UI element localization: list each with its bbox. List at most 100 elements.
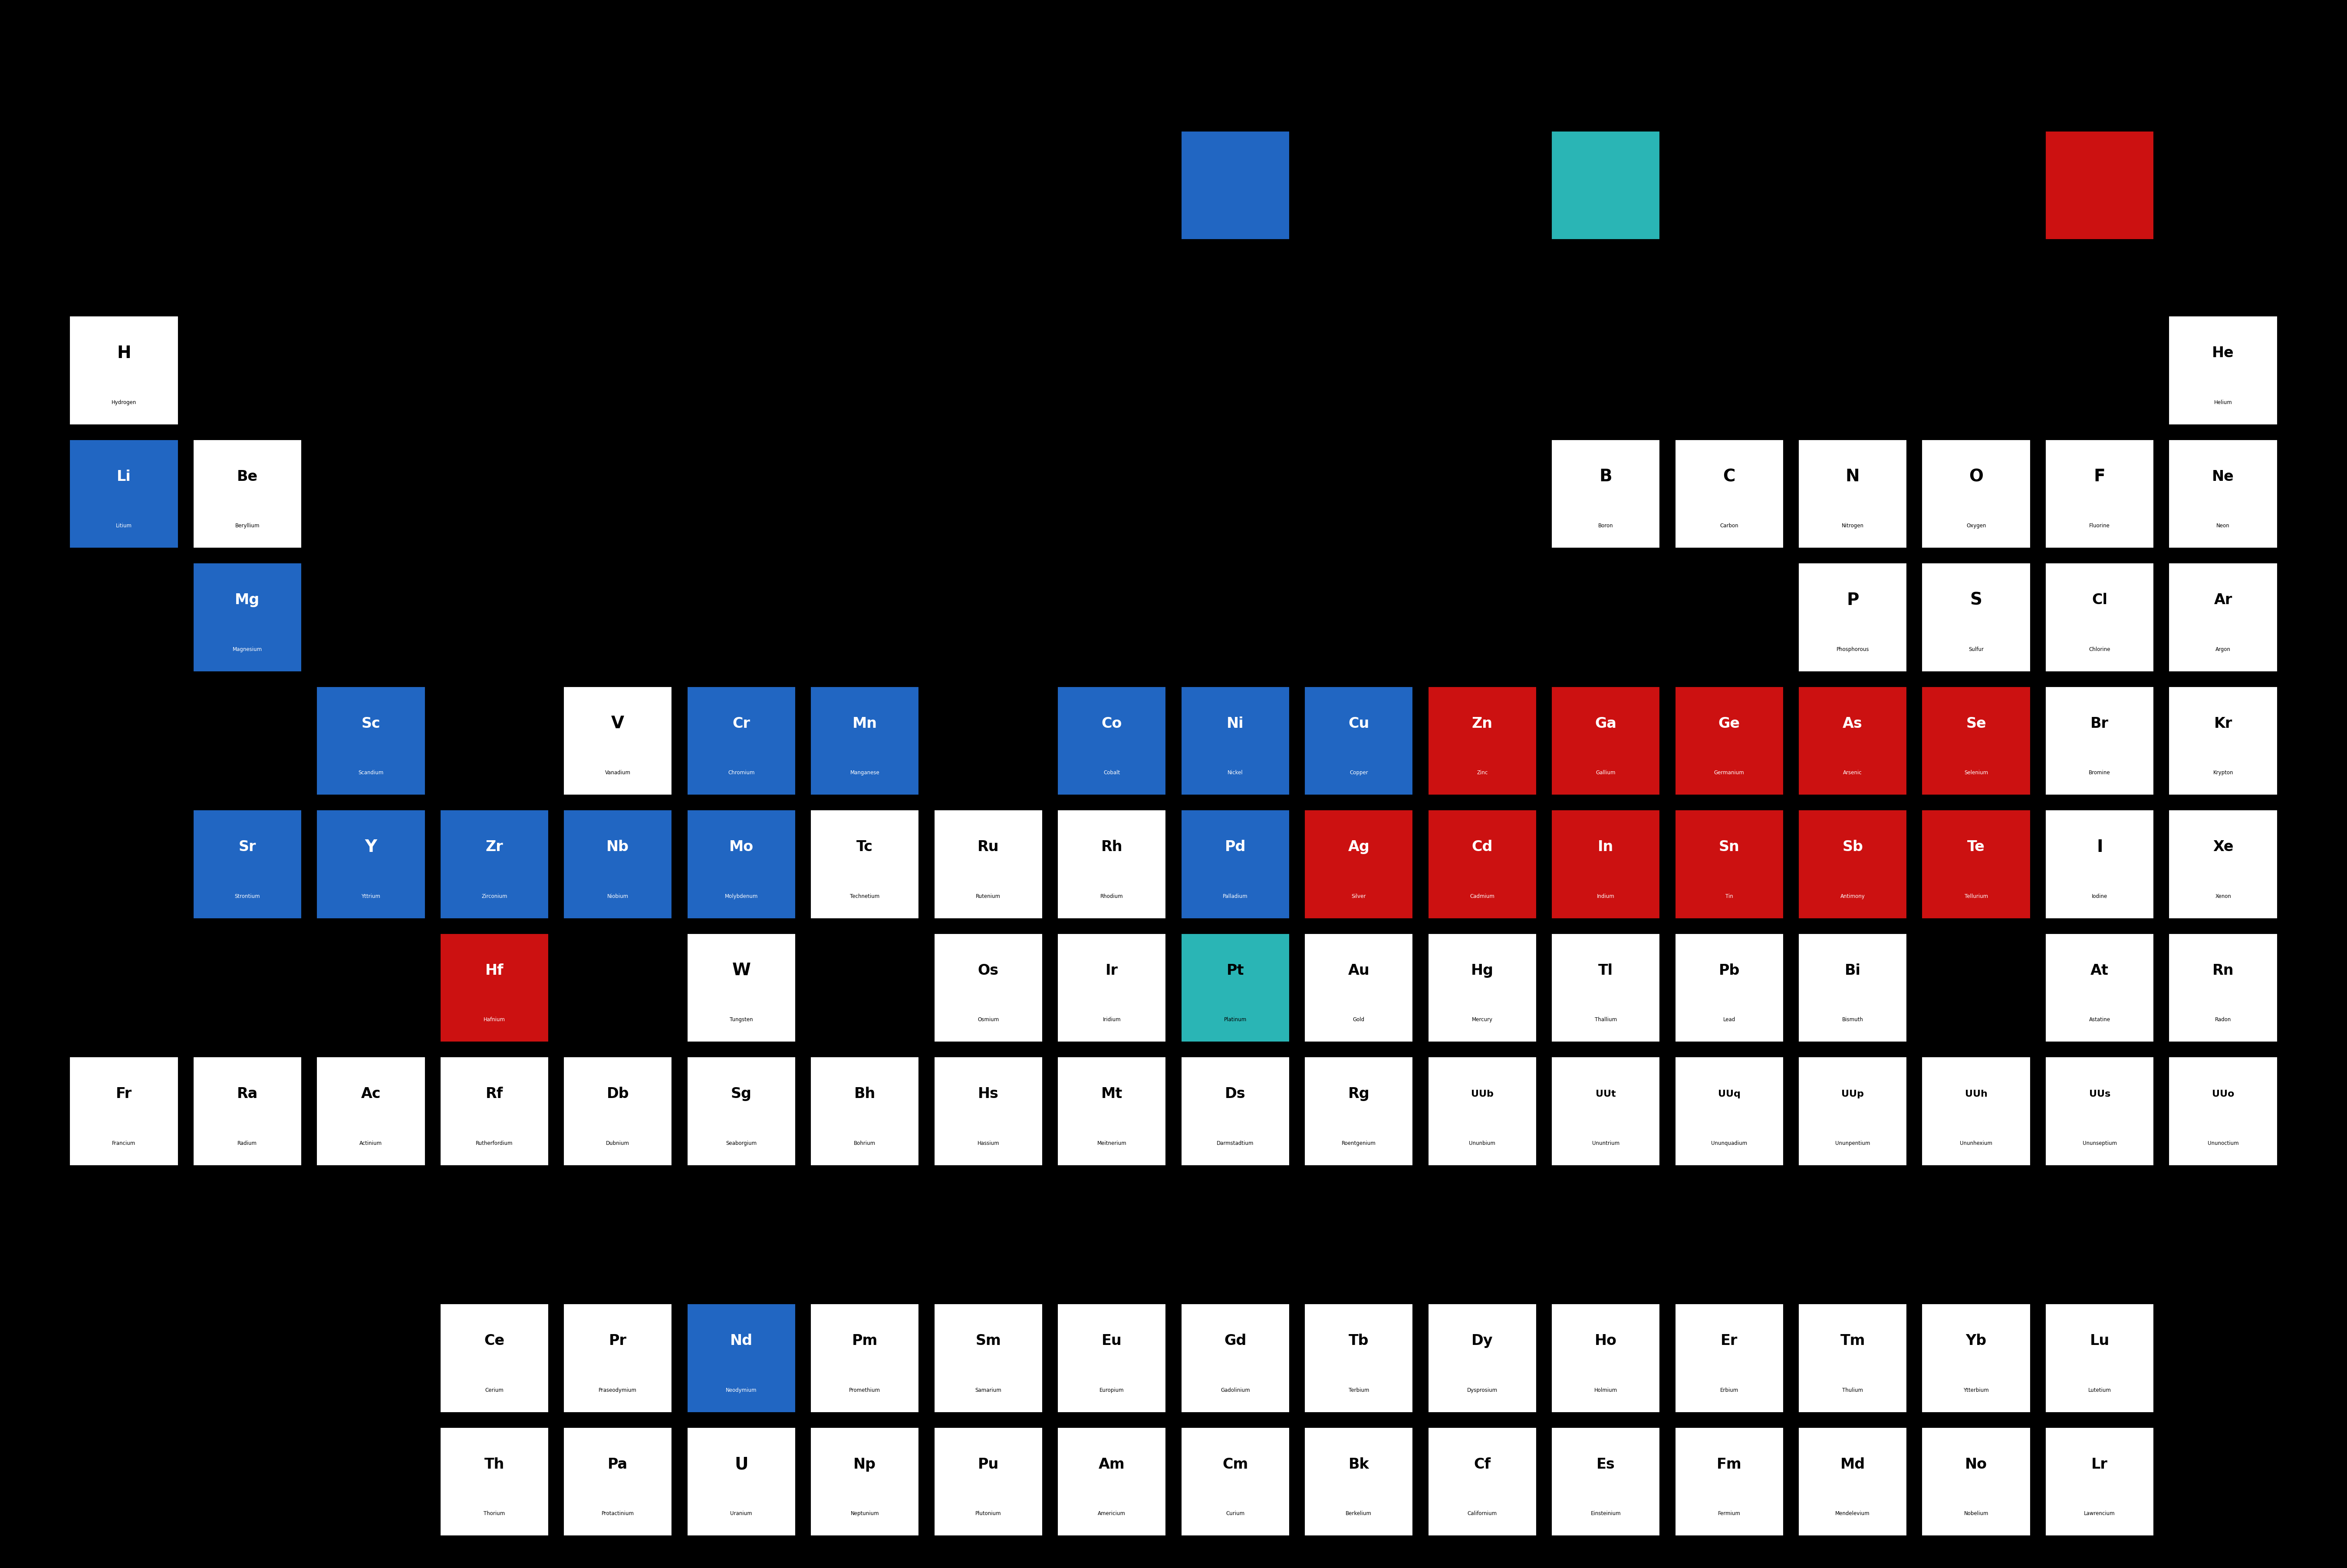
FancyBboxPatch shape	[563, 1427, 671, 1537]
FancyBboxPatch shape	[688, 1057, 796, 1165]
Text: C: C	[1723, 469, 1734, 485]
FancyBboxPatch shape	[1551, 1057, 1659, 1165]
FancyBboxPatch shape	[2169, 563, 2277, 671]
FancyBboxPatch shape	[70, 439, 178, 549]
FancyBboxPatch shape	[1181, 687, 1289, 795]
Text: Li: Li	[117, 469, 131, 485]
Text: Rh: Rh	[1101, 840, 1122, 855]
Text: Francium: Francium	[113, 1140, 136, 1146]
FancyBboxPatch shape	[1798, 687, 1908, 795]
Text: Rutherfordium: Rutherfordium	[476, 1140, 514, 1146]
FancyBboxPatch shape	[1551, 811, 1659, 919]
FancyBboxPatch shape	[810, 1057, 920, 1165]
Text: Protactinium: Protactinium	[601, 1512, 634, 1516]
Text: Lutetium: Lutetium	[2089, 1388, 2112, 1392]
Text: Astatine: Astatine	[2089, 1018, 2110, 1022]
FancyBboxPatch shape	[934, 1303, 1042, 1413]
FancyBboxPatch shape	[2169, 933, 2277, 1043]
Text: Fm: Fm	[1716, 1457, 1741, 1471]
Text: Palladium: Palladium	[1223, 894, 1249, 898]
Text: Bi: Bi	[1845, 963, 1861, 977]
FancyBboxPatch shape	[1551, 933, 1659, 1043]
FancyBboxPatch shape	[192, 811, 303, 919]
Text: Ho: Ho	[1594, 1334, 1617, 1348]
Text: Chlorine: Chlorine	[2089, 646, 2110, 652]
FancyBboxPatch shape	[1305, 933, 1413, 1043]
Text: Iridium: Iridium	[1103, 1018, 1122, 1022]
FancyBboxPatch shape	[2044, 811, 2155, 919]
FancyBboxPatch shape	[810, 687, 920, 795]
FancyBboxPatch shape	[2169, 1057, 2277, 1165]
Text: Rhodium: Rhodium	[1101, 894, 1124, 898]
FancyBboxPatch shape	[1676, 811, 1784, 919]
Text: No: No	[1964, 1457, 1988, 1471]
Text: Copper: Copper	[1350, 770, 1368, 776]
FancyBboxPatch shape	[688, 933, 796, 1043]
Text: At: At	[2091, 963, 2108, 977]
Text: O: O	[1969, 469, 1983, 485]
Text: Mendelevium: Mendelevium	[1835, 1512, 1871, 1516]
FancyBboxPatch shape	[1551, 439, 1659, 549]
Text: Ac: Ac	[361, 1087, 380, 1101]
Text: Cr: Cr	[732, 717, 751, 731]
Text: Bk: Bk	[1350, 1457, 1368, 1471]
Text: Argon: Argon	[2216, 646, 2230, 652]
Text: Neptunium: Neptunium	[850, 1512, 880, 1516]
Text: Einsteinium: Einsteinium	[1591, 1512, 1622, 1516]
Text: Y: Y	[364, 839, 378, 855]
Text: Actinium: Actinium	[359, 1140, 383, 1146]
Text: Pt: Pt	[1227, 963, 1244, 977]
Text: Sr: Sr	[239, 840, 256, 855]
FancyBboxPatch shape	[1305, 811, 1413, 919]
FancyBboxPatch shape	[1551, 687, 1659, 795]
Text: Uranium: Uranium	[730, 1512, 753, 1516]
FancyBboxPatch shape	[1922, 439, 2030, 549]
FancyBboxPatch shape	[439, 1427, 549, 1537]
FancyBboxPatch shape	[2044, 1057, 2155, 1165]
FancyBboxPatch shape	[1427, 687, 1537, 795]
Text: Niobium: Niobium	[608, 894, 629, 898]
Text: Sb: Sb	[1842, 840, 1864, 855]
FancyBboxPatch shape	[1181, 130, 1289, 240]
Text: Kr: Kr	[2213, 717, 2232, 731]
Text: Ge: Ge	[1718, 717, 1739, 731]
FancyBboxPatch shape	[1922, 687, 2030, 795]
Text: Cd: Cd	[1472, 840, 1493, 855]
Text: Bohrium: Bohrium	[854, 1140, 875, 1146]
Text: Cobalt: Cobalt	[1103, 770, 1120, 776]
Text: Strontium: Strontium	[235, 894, 261, 898]
Text: UUs: UUs	[2089, 1090, 2110, 1098]
Text: Fluorine: Fluorine	[2089, 524, 2110, 528]
FancyBboxPatch shape	[192, 439, 303, 549]
FancyBboxPatch shape	[1922, 1427, 2030, 1537]
Text: Co: Co	[1101, 717, 1122, 731]
FancyBboxPatch shape	[1305, 1303, 1413, 1413]
Text: Hf: Hf	[486, 963, 505, 977]
FancyBboxPatch shape	[2044, 439, 2155, 549]
Text: S: S	[1969, 591, 1983, 608]
Text: Curium: Curium	[1225, 1512, 1244, 1516]
FancyBboxPatch shape	[810, 811, 920, 919]
Text: Ds: Ds	[1225, 1087, 1246, 1101]
FancyBboxPatch shape	[1798, 1057, 1908, 1165]
Text: Tungsten: Tungsten	[730, 1018, 753, 1022]
Text: Ununtrium: Ununtrium	[1591, 1140, 1619, 1146]
Text: Tm: Tm	[1840, 1334, 1866, 1348]
Text: Promethium: Promethium	[850, 1388, 880, 1392]
Text: Mt: Mt	[1101, 1087, 1122, 1101]
Text: Bromine: Bromine	[2089, 770, 2110, 776]
FancyBboxPatch shape	[934, 1057, 1042, 1165]
Text: Ununhexium: Ununhexium	[1960, 1140, 1993, 1146]
Text: Gold: Gold	[1352, 1018, 1364, 1022]
FancyBboxPatch shape	[1922, 1057, 2030, 1165]
FancyBboxPatch shape	[439, 1057, 549, 1165]
FancyBboxPatch shape	[192, 563, 303, 671]
FancyBboxPatch shape	[810, 1427, 920, 1537]
FancyBboxPatch shape	[439, 811, 549, 919]
FancyBboxPatch shape	[2044, 687, 2155, 795]
Text: Magnesium: Magnesium	[232, 646, 263, 652]
Text: Indium: Indium	[1596, 894, 1615, 898]
Text: V: V	[610, 715, 624, 732]
Text: Manganese: Manganese	[850, 770, 880, 776]
FancyBboxPatch shape	[317, 687, 425, 795]
